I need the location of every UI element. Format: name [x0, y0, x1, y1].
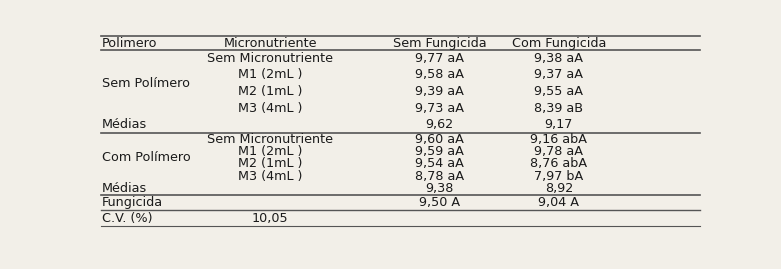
- Text: Fungicida: Fungicida: [102, 196, 163, 209]
- Text: 9,54 aA: 9,54 aA: [415, 157, 464, 171]
- Text: Com Fungicida: Com Fungicida: [512, 37, 606, 49]
- Text: Médias: Médias: [102, 118, 147, 131]
- Text: 9,55 aA: 9,55 aA: [534, 85, 583, 98]
- Text: 9,38 aA: 9,38 aA: [534, 52, 583, 65]
- Text: 8,92: 8,92: [544, 182, 573, 195]
- Text: Sem Micronutriente: Sem Micronutriente: [207, 52, 333, 65]
- Text: 9,78 aA: 9,78 aA: [534, 145, 583, 158]
- Text: C.V. (%): C.V. (%): [102, 212, 152, 225]
- Text: Sem Micronutriente: Sem Micronutriente: [207, 133, 333, 146]
- Text: 7,97 bA: 7,97 bA: [534, 170, 583, 183]
- Text: 8,78 aA: 8,78 aA: [415, 170, 464, 183]
- Text: 9,37 aA: 9,37 aA: [534, 68, 583, 82]
- Text: Sem Polímero: Sem Polímero: [102, 77, 190, 90]
- Text: 9,60 aA: 9,60 aA: [415, 133, 464, 146]
- Text: 8,39 aB: 8,39 aB: [534, 102, 583, 115]
- Text: M2 (1mL ): M2 (1mL ): [238, 157, 302, 171]
- Text: 9,50 A: 9,50 A: [419, 196, 460, 209]
- Text: Micronutriente: Micronutriente: [223, 37, 317, 49]
- Text: Com Polímero: Com Polímero: [102, 151, 191, 164]
- Text: 9,38: 9,38: [426, 182, 454, 195]
- Text: 9,59 aA: 9,59 aA: [415, 145, 464, 158]
- Text: 9,77 aA: 9,77 aA: [415, 52, 464, 65]
- Text: 8,76 abA: 8,76 abA: [530, 157, 587, 171]
- Text: 9,17: 9,17: [544, 118, 573, 131]
- Text: 9,58 aA: 9,58 aA: [415, 68, 464, 82]
- Text: M3 (4mL ): M3 (4mL ): [238, 170, 302, 183]
- Text: M2 (1mL ): M2 (1mL ): [238, 85, 302, 98]
- Text: M3 (4mL ): M3 (4mL ): [238, 102, 302, 115]
- Text: 9,73 aA: 9,73 aA: [415, 102, 464, 115]
- Text: 10,05: 10,05: [251, 212, 288, 225]
- Text: 9,62: 9,62: [426, 118, 454, 131]
- Text: M1 (2mL ): M1 (2mL ): [238, 145, 302, 158]
- Text: 9,39 aA: 9,39 aA: [415, 85, 464, 98]
- Text: Sem Fungicida: Sem Fungicida: [393, 37, 487, 49]
- Text: Polimero: Polimero: [102, 37, 157, 49]
- Text: 9,16 abA: 9,16 abA: [530, 133, 587, 146]
- Text: 9,04 A: 9,04 A: [538, 196, 580, 209]
- Text: Médias: Médias: [102, 182, 147, 195]
- Text: M1 (2mL ): M1 (2mL ): [238, 68, 302, 82]
